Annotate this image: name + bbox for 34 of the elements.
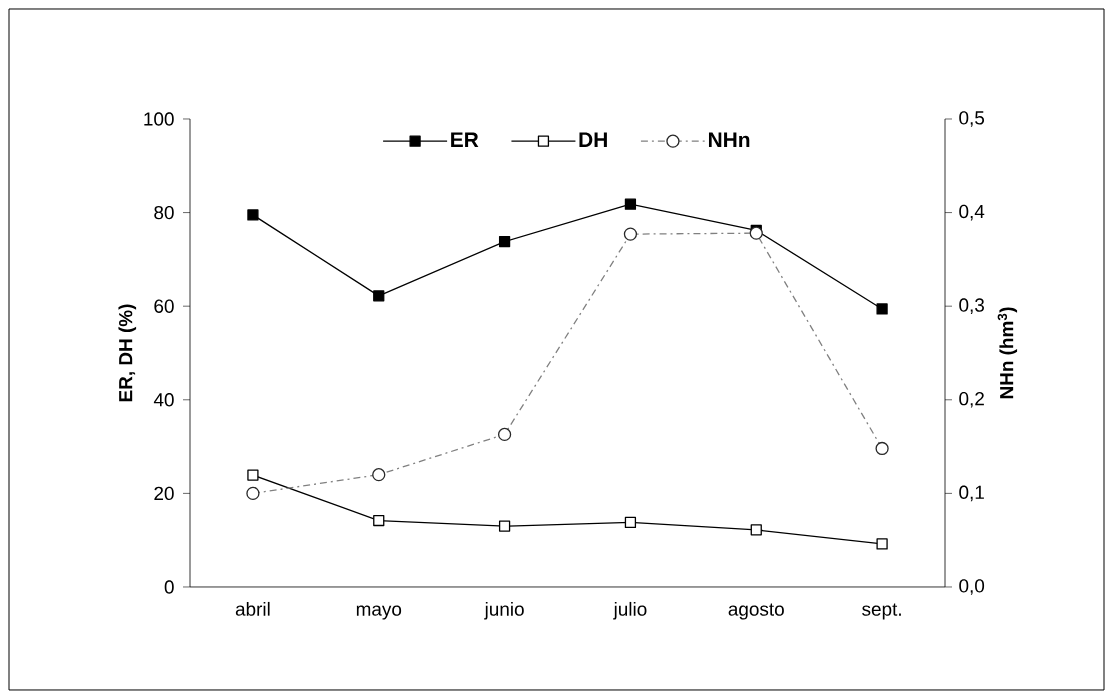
point: [247, 209, 259, 221]
y2-tick-label: 0,3: [959, 298, 984, 315]
x-tick-label: agosto: [728, 603, 784, 620]
point: [876, 538, 888, 550]
point: [624, 198, 637, 210]
legend-label: NHn: [708, 132, 750, 147]
y-axis-title: ER, DH (%): [118, 304, 137, 402]
x-tick-label: abril: [235, 601, 270, 616]
y2-tick-label: 0,1: [959, 485, 984, 502]
y-tick-label: 60: [154, 299, 174, 313]
x-tick-label: sept.: [862, 603, 901, 620]
y-tick-label: 20: [154, 486, 174, 501]
legend-label: ER: [451, 132, 479, 147]
point: [750, 524, 762, 536]
y-tick-label: 0: [164, 580, 174, 594]
point: [498, 235, 511, 248]
point: [624, 516, 637, 529]
point: [373, 514, 385, 527]
y-tick-label: 100: [144, 112, 174, 126]
point: [247, 469, 259, 481]
point: [498, 520, 511, 532]
y-tick-label: 80: [154, 205, 174, 220]
x-tick-label: julio: [613, 601, 647, 620]
y2-tick-label: 0,5: [959, 111, 985, 127]
y2-axis-title: NHn (hm$^{3}$): [997, 307, 1018, 399]
legend-label: DH: [579, 132, 607, 147]
y2-tick-label: 0,4: [959, 204, 985, 221]
x-tick-label: junio: [484, 601, 524, 620]
point: [373, 290, 385, 302]
y2-tick-label: 0,0: [959, 579, 985, 595]
point: [876, 303, 888, 315]
x-tick-label: mayo: [356, 605, 402, 620]
y2-tick-label: 0,2: [959, 391, 984, 408]
y-tick-label: 40: [153, 393, 174, 407]
